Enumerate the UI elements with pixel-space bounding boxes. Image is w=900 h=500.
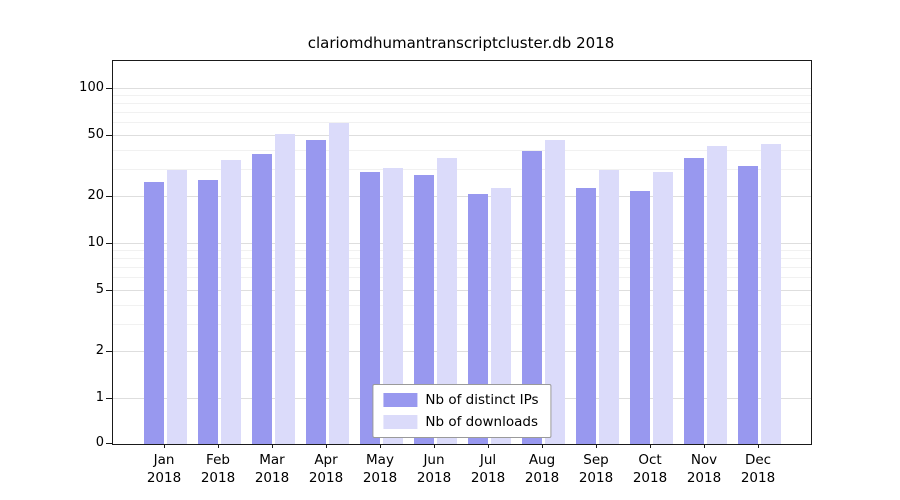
gridline [113, 134, 811, 136]
y-tick-label: 1 [95, 390, 104, 405]
legend: Nb of distinct IPs Nb of downloads [372, 384, 552, 438]
x-tick-mark [704, 444, 705, 448]
y-tick-mark [106, 134, 112, 136]
bar-distinct-ips [413, 174, 434, 444]
y-tick-label: 50 [87, 126, 104, 142]
bar-distinct-ips [683, 157, 704, 444]
x-tick-mark [380, 444, 381, 448]
bar-distinct-ips [143, 182, 164, 444]
x-tick-mark [542, 444, 543, 448]
x-tick-label: Aug 2018 [524, 452, 560, 486]
y-tick-mark [106, 443, 112, 444]
legend-entry-distinct-ips: Nb of distinct IPs [383, 392, 539, 408]
bar-distinct-ips [305, 139, 326, 444]
y-tick-label: 10 [87, 235, 104, 250]
x-tick-label: Oct 2018 [632, 452, 668, 486]
bar-downloads [652, 172, 673, 444]
bar-downloads [706, 145, 727, 444]
bar-distinct-ips [737, 165, 758, 444]
y-tick-label: 0 [95, 435, 104, 450]
x-tick-mark [596, 444, 597, 448]
x-tick-mark [434, 444, 435, 448]
x-tick-mark [218, 444, 219, 448]
x-tick-label: Mar 2018 [254, 452, 290, 486]
bar-distinct-ips [521, 150, 542, 444]
x-tick-mark [488, 444, 489, 448]
bar-downloads [490, 187, 511, 444]
plot-area: Nb of distinct IPs Nb of downloads [112, 60, 812, 445]
legend-swatch-distinct-ips [383, 393, 418, 407]
chart-title: clariomdhumantranscriptcluster.db 2018 [307, 34, 615, 52]
legend-label-distinct-ips: Nb of distinct IPs [425, 392, 539, 408]
bar-downloads [382, 167, 403, 444]
x-tick-label: Sep 2018 [578, 452, 614, 486]
x-tick-label: Jun 2018 [416, 452, 452, 486]
bar-downloads [220, 159, 241, 444]
bar-downloads [436, 157, 457, 444]
bar-downloads [166, 170, 187, 444]
x-tick-label: May 2018 [362, 452, 398, 486]
minor-gridline [113, 122, 811, 124]
x-tick-label: Jul 2018 [470, 452, 506, 486]
y-tick-mark [106, 351, 112, 353]
x-tick-label: Apr 2018 [308, 452, 344, 486]
x-tick-label: Dec 2018 [740, 452, 776, 486]
bar-distinct-ips [251, 154, 272, 444]
y-tick-mark [106, 289, 112, 291]
bar-downloads [328, 123, 349, 444]
x-tick-mark [650, 444, 651, 448]
y-tick-label: 5 [95, 281, 104, 297]
y-tick-label: 100 [79, 80, 104, 95]
x-tick-label: Feb 2018 [200, 452, 236, 486]
bar-distinct-ips [575, 187, 596, 444]
x-tick-mark [326, 444, 327, 448]
y-tick-label: 2 [95, 343, 104, 359]
x-tick-label: Nov 2018 [686, 452, 722, 486]
bar-distinct-ips [197, 179, 218, 444]
bar-downloads [274, 134, 295, 444]
x-tick-label: Jan 2018 [146, 452, 182, 486]
y-tick-mark [106, 88, 112, 89]
bar-distinct-ips [467, 194, 488, 444]
x-tick-mark [164, 444, 165, 448]
x-tick-mark [272, 444, 273, 448]
bar-downloads [760, 144, 781, 444]
minor-gridline [113, 112, 811, 114]
minor-gridline [113, 95, 811, 97]
legend-label-downloads: Nb of downloads [425, 414, 538, 430]
gridline [113, 88, 811, 89]
legend-swatch-downloads [383, 415, 418, 429]
y-tick-mark [106, 398, 112, 399]
y-tick-mark [106, 196, 112, 198]
bar-downloads [598, 170, 619, 444]
bar-downloads [544, 139, 565, 444]
bar-distinct-ips [629, 190, 650, 444]
minor-gridline [113, 103, 811, 105]
legend-entry-downloads: Nb of downloads [383, 414, 538, 430]
y-tick-mark [106, 243, 112, 244]
y-tick-label: 20 [87, 188, 104, 204]
bar-distinct-ips [359, 172, 380, 444]
x-tick-mark [758, 444, 759, 448]
